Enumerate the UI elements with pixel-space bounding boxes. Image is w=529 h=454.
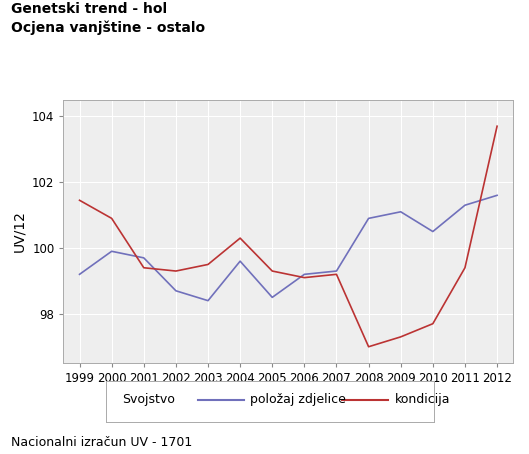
- Text: Nacionalni izračun UV - 1701: Nacionalni izračun UV - 1701: [11, 436, 192, 449]
- Text: kondicija: kondicija: [395, 393, 450, 406]
- Y-axis label: UV/12: UV/12: [13, 211, 26, 252]
- Text: položaj zdjelice: položaj zdjelice: [250, 393, 346, 406]
- Text: Ocjena vanjštine - ostalo: Ocjena vanjštine - ostalo: [11, 20, 205, 35]
- Text: Svojstvo: Svojstvo: [122, 393, 175, 406]
- Text: Genetski trend - hol: Genetski trend - hol: [11, 2, 167, 16]
- X-axis label: Godina rođenja: Godina rođenja: [235, 391, 342, 405]
